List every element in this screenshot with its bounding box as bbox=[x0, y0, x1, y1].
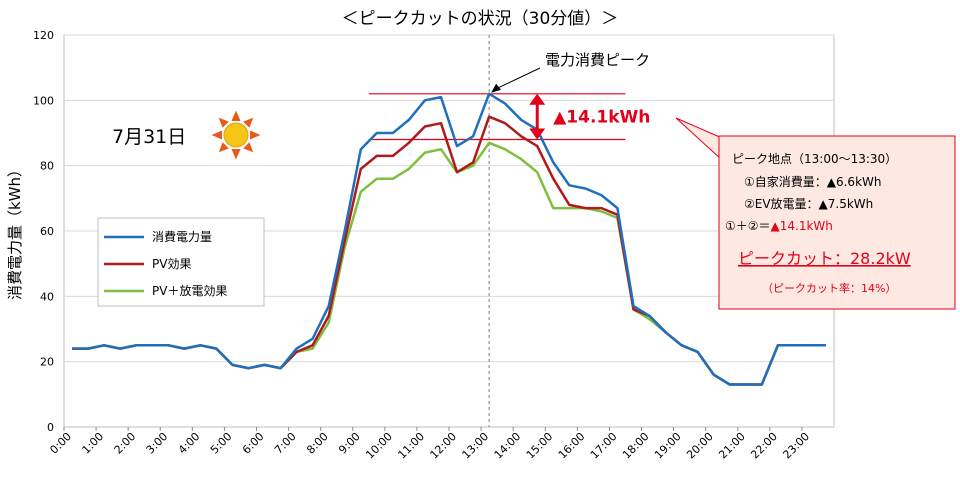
peak-pointer-arrow bbox=[491, 67, 541, 93]
svg-text:消費電力量: 消費電力量 bbox=[152, 229, 212, 244]
info-self-consumption: ①自家消費量：▲6.6kWh bbox=[744, 174, 882, 189]
x-tick-label: 16:00 bbox=[556, 430, 588, 462]
info-sum: ①＋②＝▲14.1kWh bbox=[725, 219, 833, 233]
y-tick-label: 120 bbox=[33, 29, 54, 42]
x-tick-label: 15:00 bbox=[524, 430, 556, 462]
series-lines bbox=[72, 92, 826, 386]
peak-label: 電力消費ピーク bbox=[545, 51, 650, 69]
info-peak-cut-rate: （ピークカット率：14%） bbox=[762, 281, 896, 295]
arrow-head-up bbox=[529, 93, 546, 105]
x-tick-label: 6:00 bbox=[240, 430, 267, 457]
legend-item-pv: PV効果 bbox=[104, 256, 191, 271]
x-tick-label: 19:00 bbox=[652, 430, 684, 462]
info-peak-cut: ピークカット：28.2kW bbox=[738, 249, 911, 268]
x-tick-label: 22:00 bbox=[748, 430, 780, 462]
x-tick-label: 18:00 bbox=[620, 430, 652, 462]
chart-title: ＜ピークカットの状況（30分値）＞ bbox=[342, 9, 619, 29]
y-axis-label: 消費電力量（kWh） bbox=[6, 162, 24, 300]
x-tick-label: 12:00 bbox=[428, 430, 460, 462]
arrow-head-down bbox=[529, 128, 546, 140]
x-tick-label: 23:00 bbox=[780, 430, 812, 462]
x-tick-label: 20:00 bbox=[684, 430, 716, 462]
svg-text:PV効果: PV効果 bbox=[152, 256, 191, 271]
svg-text:PV＋放電効果: PV＋放電効果 bbox=[152, 283, 227, 298]
x-tick-label: 11:00 bbox=[395, 430, 427, 462]
x-tick-label: 1:00 bbox=[80, 430, 107, 457]
x-tick-label: 9:00 bbox=[336, 430, 363, 457]
x-tick-label: 13:00 bbox=[460, 430, 492, 462]
x-tick-label: 21:00 bbox=[716, 430, 748, 462]
x-tick-label: 7:00 bbox=[272, 430, 299, 457]
peak-difference-label: ▲14.1kWh bbox=[553, 108, 650, 128]
date-label: 7月31日 bbox=[112, 126, 186, 148]
x-tick-label: 3:00 bbox=[144, 430, 171, 457]
pointer-head bbox=[491, 83, 502, 93]
peak-difference-arrow bbox=[529, 93, 546, 140]
series-line bbox=[72, 92, 826, 386]
y-tick-label: 80 bbox=[40, 160, 54, 173]
x-tick-label: 17:00 bbox=[588, 430, 620, 462]
y-tick-label: 40 bbox=[40, 290, 54, 303]
y-tick-label: 100 bbox=[33, 94, 54, 107]
x-tick-label: 5:00 bbox=[208, 430, 235, 457]
x-axis-ticks: 0:00 1:00 2:00 3:00 4:00 5:00 6:00 7:00 8:00 9:00… bbox=[47, 427, 812, 462]
y-axis-ticks: 0 20 40 60 80 100 120 bbox=[33, 29, 54, 434]
pointer-line bbox=[495, 67, 541, 90]
peak-info-box: ピーク地点（13:00～13:30） ①自家消費量：▲6.6kWh ②EV放電量… bbox=[718, 135, 956, 310]
x-tick-label: 10:00 bbox=[363, 430, 395, 462]
info-peak-point: ピーク地点（13:00～13:30） bbox=[732, 152, 897, 166]
y-tick-label: 0 bbox=[47, 421, 54, 434]
sun-icon bbox=[211, 110, 261, 160]
legend: 消費電力量 PV効果 PV＋放電効果 bbox=[97, 217, 265, 307]
x-tick-label: 14:00 bbox=[492, 430, 524, 462]
x-tick-label: 2:00 bbox=[112, 430, 139, 457]
x-tick-label: 4:00 bbox=[176, 430, 203, 457]
info-ev-discharge: ②EV放電量：▲7.5kWh bbox=[744, 196, 873, 211]
y-tick-label: 60 bbox=[40, 225, 54, 238]
y-tick-label: 20 bbox=[40, 356, 54, 369]
legend-item-consumption: 消費電力量 bbox=[104, 229, 212, 244]
legend-item-pv-discharge: PV＋放電効果 bbox=[104, 283, 227, 298]
x-tick-label: 8:00 bbox=[304, 430, 331, 457]
